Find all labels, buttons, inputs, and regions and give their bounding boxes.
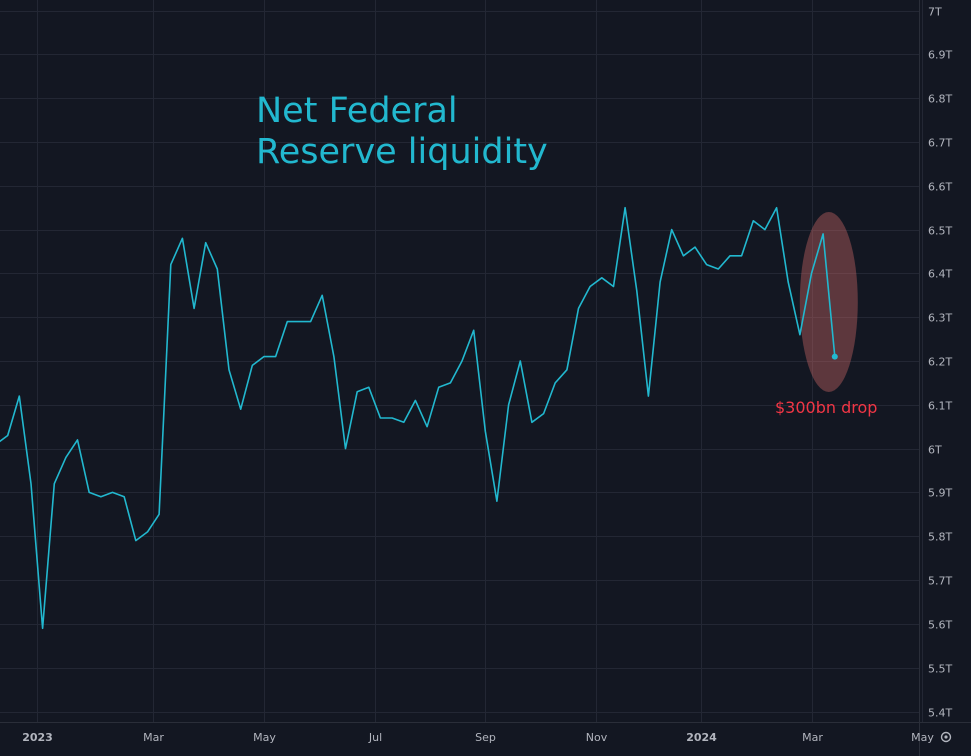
y-tick-label: 5.7T xyxy=(928,575,952,588)
y-tick-label: 6T xyxy=(928,444,942,457)
y-tick-label: 5.9T xyxy=(928,487,952,500)
y-tick-label: 6.4T xyxy=(928,268,952,281)
chart-title-line-2: Reserve liquidity xyxy=(256,132,548,172)
y-tick-label: 6.6T xyxy=(928,181,952,194)
x-tick-label: May xyxy=(253,731,276,744)
y-tick-label: 5.4T xyxy=(928,707,952,720)
y-tick-label: 6.9T xyxy=(928,49,952,62)
y-tick-label: 6.5T xyxy=(928,225,952,238)
chart-title-line-1: Net Federal xyxy=(256,91,458,131)
y-tick-label: 5.8T xyxy=(928,531,952,544)
y-tick-label: 7T xyxy=(928,6,942,19)
y-tick-label: 6.7T xyxy=(928,137,952,150)
x-tick-label: 2024 xyxy=(686,731,717,744)
x-tick-label: Sep xyxy=(475,731,496,744)
x-tick-label: Nov xyxy=(586,731,608,744)
x-tick-label: May xyxy=(911,731,934,744)
x-tick-label: Mar xyxy=(143,731,164,744)
series-line-net-fed-liquidity xyxy=(0,206,836,630)
x-tick-label: 2023 xyxy=(22,731,53,744)
series-last-point xyxy=(831,353,838,360)
price-axis-labels: 7T 6.9T 6.8T 6.7T 6.6T 6.5T 6.4T 6.3T 6.2T 6.1T 6T… xyxy=(928,6,952,720)
y-tick-label: 6.3T xyxy=(928,312,952,325)
y-tick-label: 5.5T xyxy=(928,663,952,676)
chart-settings-button[interactable] xyxy=(940,731,952,743)
vertical-gridlines xyxy=(37,0,923,722)
time-axis-labels: 2023 Mar May Jul Sep Nov 2024 Mar May xyxy=(22,731,934,744)
gear-icon-center xyxy=(944,735,948,739)
x-tick-label: Jul xyxy=(368,731,382,744)
y-tick-label: 6.8T xyxy=(928,93,952,106)
annotation-300bn-drop: $300bn drop xyxy=(775,398,877,417)
gear-icon xyxy=(940,731,952,743)
y-tick-label: 6.2T xyxy=(928,356,952,369)
y-tick-label: 6.1T xyxy=(928,400,952,413)
x-tick-label: Mar xyxy=(802,731,823,744)
y-tick-label: 5.6T xyxy=(928,619,952,632)
